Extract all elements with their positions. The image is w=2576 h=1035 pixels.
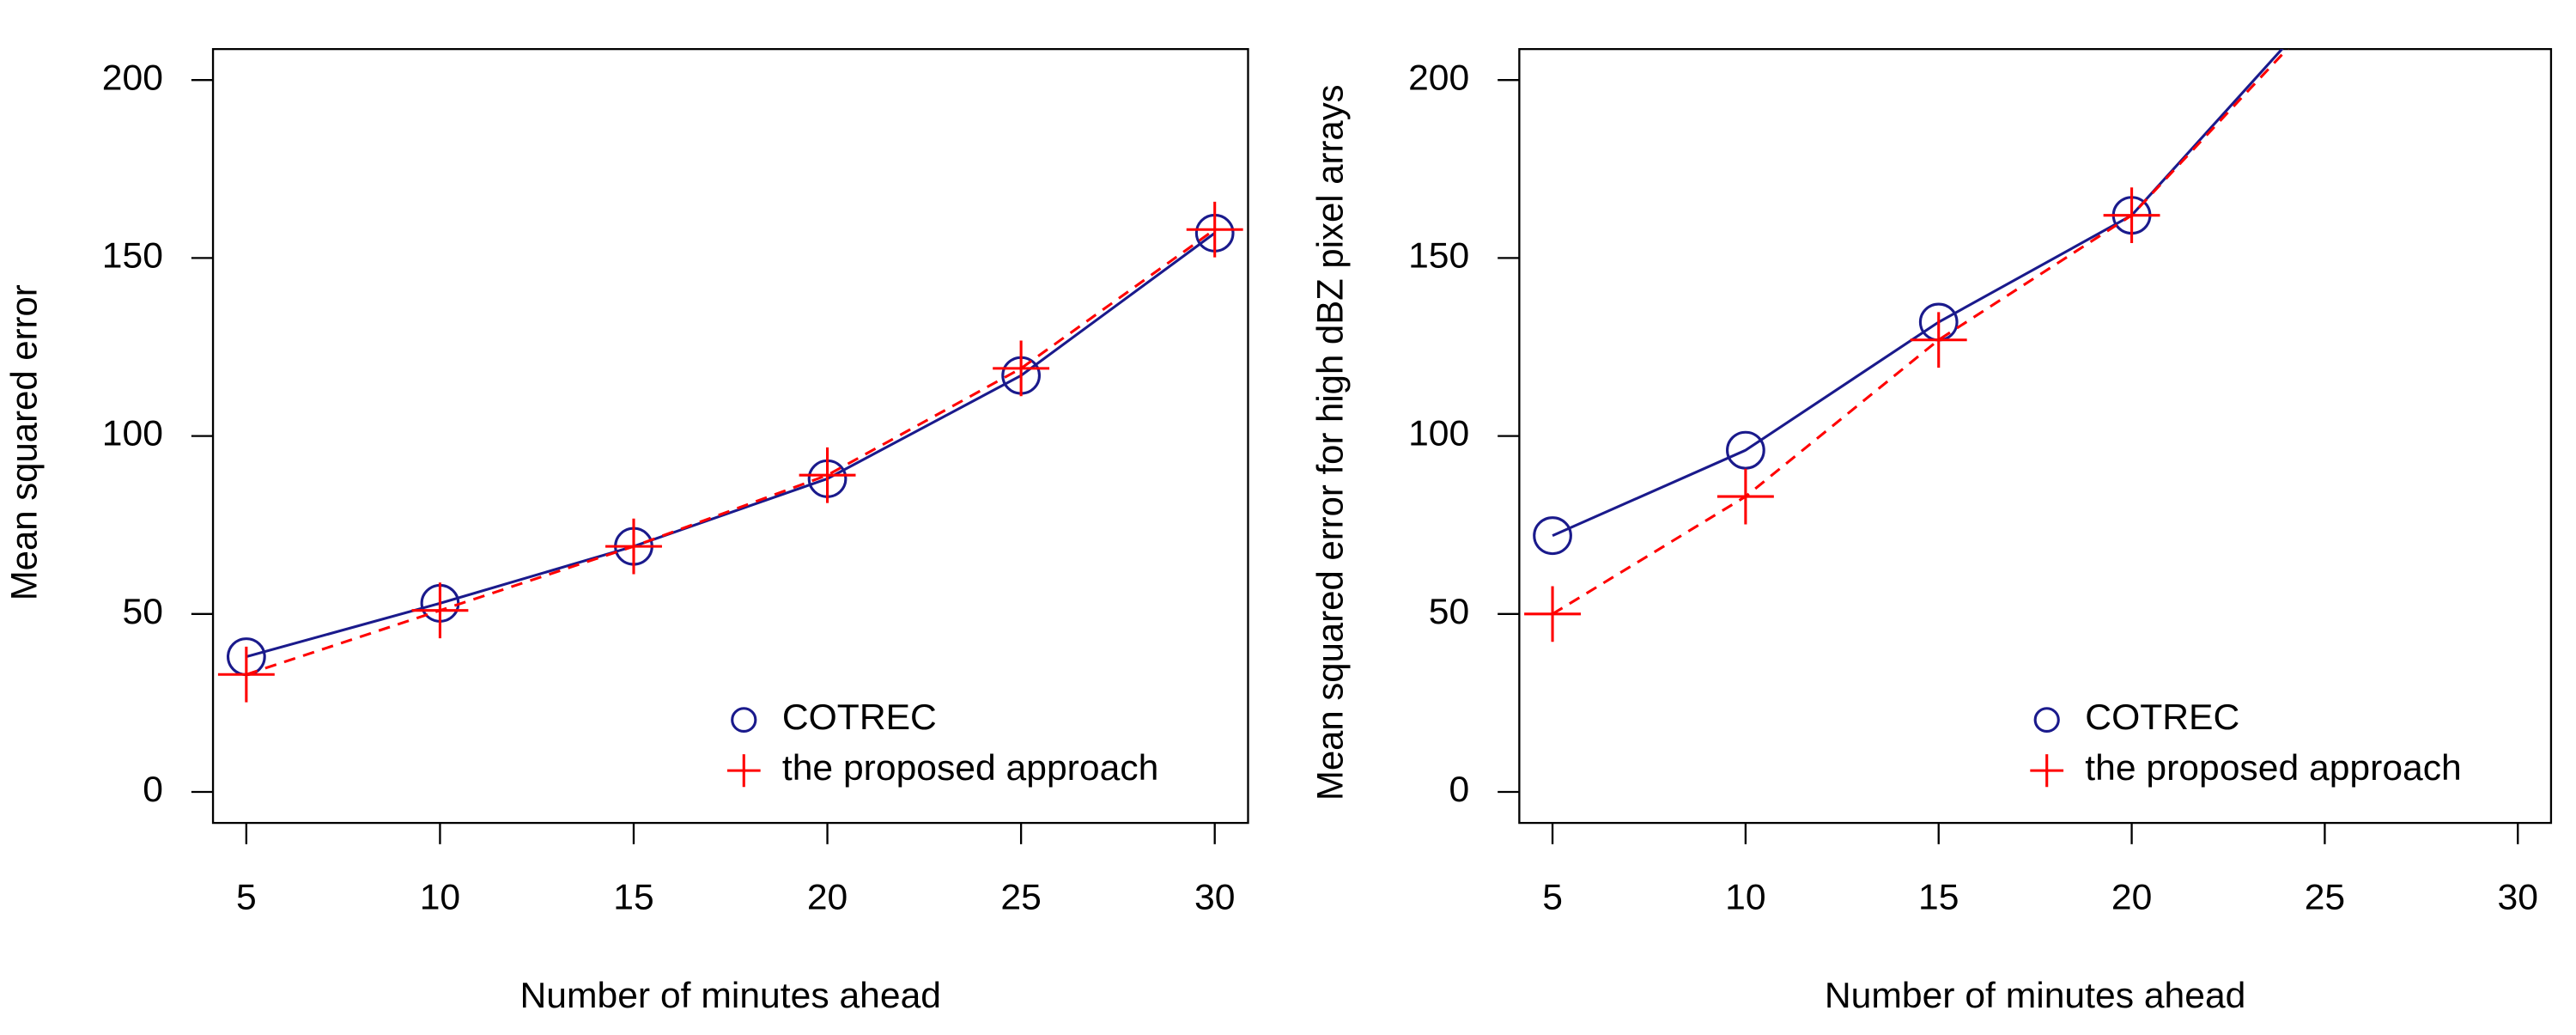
x-tick-label: 30 (1194, 877, 1235, 917)
series-line (246, 232, 1216, 659)
x-tick-label: 15 (613, 877, 653, 917)
x-tick-label: 20 (807, 877, 848, 917)
plot-area (1524, 0, 2353, 642)
x-tick-label: 20 (2111, 877, 2152, 917)
y-tick-label: 150 (102, 235, 163, 276)
marker (993, 340, 1050, 397)
legend: COTREC the proposed approach (2030, 697, 2462, 788)
y-tick-label: 150 (1408, 235, 1469, 276)
y-tick-label: 100 (1408, 413, 1469, 454)
y-tick-label: 100 (102, 413, 163, 454)
marker (1533, 516, 1572, 556)
plot-frame (1518, 48, 2553, 825)
x-tick-label: 10 (420, 877, 460, 917)
y-tick-label: 50 (1429, 591, 1469, 631)
series-line (1552, 49, 2284, 538)
series-line (246, 228, 1216, 676)
marker (799, 447, 856, 503)
marker (411, 582, 469, 639)
y-tick-label: 200 (1408, 58, 1469, 98)
legend-marker (2033, 707, 2060, 733)
legend-label: the proposed approach (782, 748, 1158, 788)
x-tick-label: 15 (1918, 877, 1959, 917)
y-tick-label: 50 (123, 591, 163, 631)
x-axis-label: Number of minutes ahead (1825, 975, 2246, 1015)
y-axis-label: Mean squared error (3, 284, 44, 600)
legend-label: the proposed approach (2085, 748, 2461, 788)
marker (1186, 201, 1243, 258)
legend: COTREC the proposed approach (726, 697, 1158, 788)
marker (1524, 586, 1581, 642)
marker (1716, 468, 1774, 525)
x-tick-label: 5 (1542, 877, 1563, 917)
legend-marker (2030, 754, 2064, 788)
plot-frame (211, 48, 1249, 825)
chart: 0 50 100 150 200 5 10 15 20 25 30 Number of minutes… (1309, 0, 2553, 1015)
y-axis-label: Mean squared error for high dBZ pixel ar… (1309, 84, 1350, 801)
chart: 0 50 100 150 200 5 10 15 20 25 30 Number of minutes… (3, 48, 1249, 1015)
marker (217, 646, 275, 703)
x-tick-label: 30 (2498, 877, 2538, 917)
y-tick-label: 200 (102, 58, 163, 98)
x-tick-label: 10 (1725, 877, 1765, 917)
x-tick-label: 5 (236, 877, 257, 917)
series-line (1552, 49, 2289, 616)
marker (2103, 187, 2160, 244)
x-tick-label: 25 (1000, 877, 1041, 917)
legend-marker (731, 707, 757, 733)
marker (2296, 0, 2353, 37)
x-tick-label: 25 (2305, 877, 2345, 917)
y-tick-label: 0 (1449, 769, 1470, 809)
legend-label: COTREC (782, 697, 937, 738)
legend-label: COTREC (2085, 697, 2239, 738)
marker (1910, 312, 1967, 368)
marker (605, 518, 662, 575)
x-axis-label: Number of minutes ahead (520, 975, 942, 1015)
y-tick-label: 0 (143, 769, 163, 809)
plot-area (217, 201, 1243, 703)
marker (1726, 430, 1765, 470)
legend-marker (726, 754, 761, 788)
marker (2306, 0, 2343, 20)
